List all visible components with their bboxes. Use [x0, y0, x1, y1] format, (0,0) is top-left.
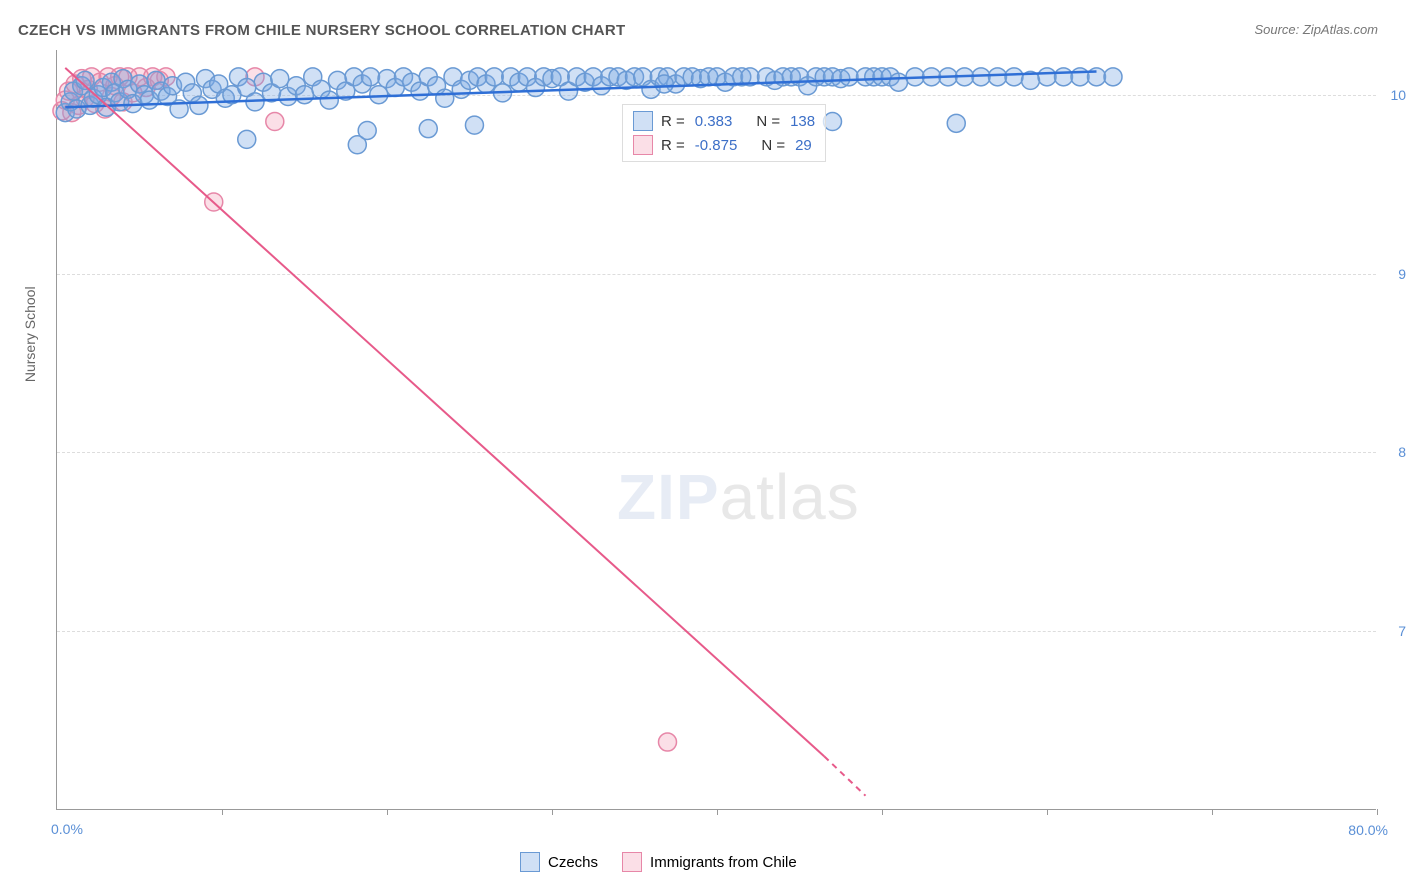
scatter-point — [1055, 68, 1073, 86]
chart-title: CZECH VS IMMIGRANTS FROM CHILE NURSERY S… — [18, 22, 626, 39]
scatter-point — [840, 68, 858, 86]
legend-label-chile: Immigrants from Chile — [650, 854, 797, 871]
r-label: R = — [661, 137, 685, 154]
scatter-point — [485, 68, 503, 86]
r-label: R = — [661, 113, 685, 130]
legend-item-chile: Immigrants from Chile — [622, 852, 797, 872]
scatter-point — [1038, 68, 1056, 86]
bottom-legend: Czechs Immigrants from Chile — [520, 852, 797, 872]
scatter-point — [947, 114, 965, 132]
xtick — [882, 809, 883, 815]
stats-row-czechs: R = 0.383 N = 138 — [633, 109, 815, 133]
xaxis-max-label: 80.0% — [1348, 822, 1388, 838]
scatter-point — [419, 120, 437, 138]
r-value-chile: -0.875 — [695, 137, 738, 154]
scatter-point — [659, 733, 677, 751]
scatter-point — [465, 116, 483, 134]
scatter-point — [890, 73, 908, 91]
swatch-chile — [633, 135, 653, 155]
scatter-point — [358, 121, 376, 139]
n-label: N = — [756, 113, 780, 130]
r-value-czechs: 0.383 — [695, 113, 733, 130]
scatter-point — [266, 113, 284, 131]
stats-row-chile: R = -0.875 N = 29 — [633, 133, 815, 157]
scatter-point — [190, 96, 208, 114]
xaxis-min-label: 0.0% — [51, 821, 83, 837]
scatter-point — [1104, 68, 1122, 86]
swatch-chile-bottom — [622, 852, 642, 872]
chart-plot-area: ZIPatlas 70.0%80.0%90.0%100.0% R = 0.383… — [56, 50, 1376, 810]
ytick-label: 70.0% — [1398, 623, 1406, 639]
xtick — [387, 809, 388, 815]
legend-item-czechs: Czechs — [520, 852, 598, 872]
xtick — [1377, 809, 1378, 815]
xtick — [717, 809, 718, 815]
scatter-point — [436, 89, 454, 107]
xtick — [552, 809, 553, 815]
ytick-label: 80.0% — [1398, 444, 1406, 460]
scatter-point — [362, 68, 380, 86]
scatter-point — [1071, 68, 1089, 86]
swatch-czechs — [633, 111, 653, 131]
n-label: N = — [761, 137, 785, 154]
scatter-point — [238, 130, 256, 148]
scatter-point — [296, 86, 314, 104]
swatch-czechs-bottom — [520, 852, 540, 872]
yaxis-title: Nursery School — [22, 286, 38, 382]
n-value-czechs: 138 — [790, 113, 815, 130]
n-value-chile: 29 — [795, 137, 812, 154]
ytick-label: 90.0% — [1398, 266, 1406, 282]
legend-label-czechs: Czechs — [548, 854, 598, 871]
scatter-point — [320, 91, 338, 109]
scatter-point — [655, 75, 673, 93]
scatter-svg — [57, 50, 1376, 809]
xtick — [1212, 809, 1213, 815]
stats-legend-box: R = 0.383 N = 138 R = -0.875 N = 29 — [622, 104, 826, 162]
trend-line — [824, 756, 865, 795]
scatter-point — [370, 86, 388, 104]
trend-line — [65, 68, 824, 756]
scatter-point — [271, 70, 289, 88]
xtick — [222, 809, 223, 815]
scatter-point — [824, 113, 842, 131]
scatter-point — [1005, 68, 1023, 86]
ytick-label: 100.0% — [1391, 87, 1406, 103]
xtick — [1047, 809, 1048, 815]
scatter-point — [989, 68, 1007, 86]
source-label: Source: ZipAtlas.com — [1254, 22, 1378, 37]
